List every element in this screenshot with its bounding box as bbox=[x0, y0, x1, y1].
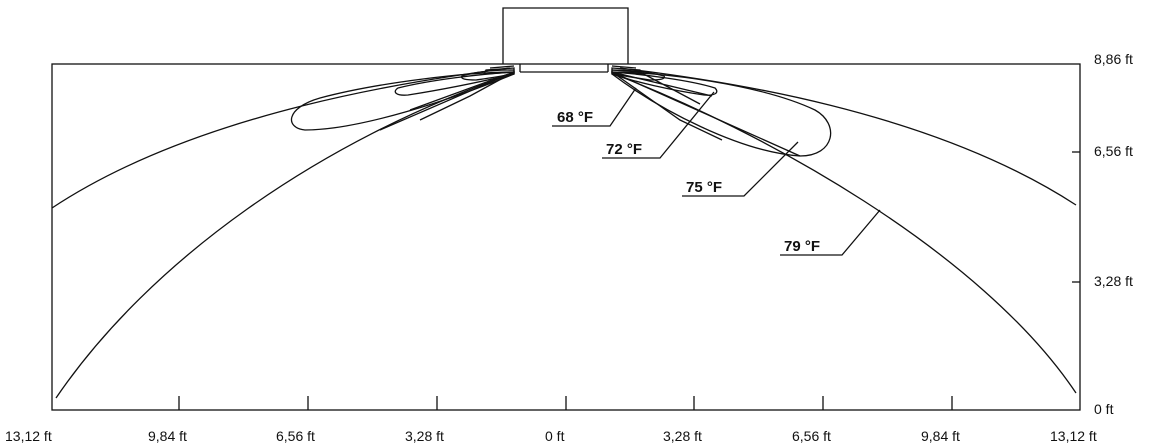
left-plume-core bbox=[482, 65, 515, 75]
x-tick-label: 0 ft bbox=[545, 428, 565, 444]
leader-68 bbox=[552, 87, 637, 127]
right-plume-75 bbox=[611, 71, 832, 157]
diffuser-box bbox=[502, 7, 629, 64]
y-tick-label: 0 ft bbox=[1094, 401, 1114, 417]
leader-72 bbox=[602, 91, 715, 159]
x-tick-label: 13,12 ft bbox=[1050, 428, 1097, 444]
isotherm-label-68: 68 °F bbox=[557, 109, 593, 126]
isotherm-label-79: 79 °F bbox=[784, 238, 820, 255]
x-tick-label: 3,28 ft bbox=[405, 428, 444, 444]
y-tick-label: 6,56 ft bbox=[1094, 143, 1133, 159]
x-tick-label: 3,28 ft bbox=[663, 428, 702, 444]
x-tick-label: 13,12 ft bbox=[5, 428, 52, 444]
isotherm-label-72: 72 °F bbox=[606, 141, 642, 158]
y-tick-label: 8,86 ft bbox=[1094, 51, 1133, 67]
isotherm-label-75: 75 °F bbox=[686, 179, 722, 196]
right-plume-72 bbox=[611, 71, 718, 96]
left-plume-75 bbox=[290, 71, 515, 131]
leader-75 bbox=[682, 141, 799, 197]
x-tick-label: 6,56 ft bbox=[276, 428, 315, 444]
right-fan-lines bbox=[611, 69, 801, 157]
leader-79 bbox=[780, 209, 881, 256]
x-tick-label: 9,84 ft bbox=[921, 428, 960, 444]
left-plume-72 bbox=[394, 71, 515, 96]
outer-arc bbox=[51, 67, 1077, 209]
left-fan-lines bbox=[379, 71, 515, 131]
x-tick-label: 9,84 ft bbox=[148, 428, 187, 444]
right-plume-core bbox=[611, 65, 644, 75]
isotherm-79-curve bbox=[55, 73, 1077, 399]
y-tick-label: 3,28 ft bbox=[1094, 273, 1133, 289]
x-tick-label: 6,56 ft bbox=[792, 428, 831, 444]
